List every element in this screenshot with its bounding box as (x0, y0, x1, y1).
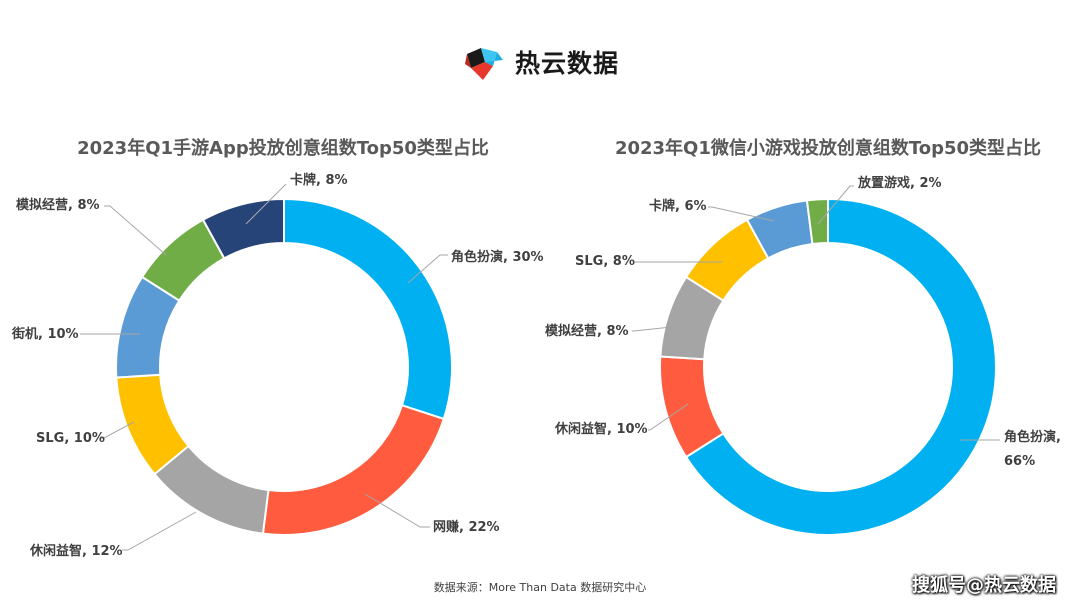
donut-slice-1 (684, 197, 997, 536)
slice-label-1: 角色扮演, (1004, 429, 1061, 445)
slice-label-4: SLG, 10% (36, 431, 105, 446)
chart-title-left: 2023年Q1手游App投放创意组数Top50类型占比 (77, 138, 489, 159)
leader-line-3 (632, 324, 691, 332)
slice-label-7: 卡牌, 8% (290, 172, 348, 188)
leader-line-6 (104, 205, 167, 256)
leader-line-5 (708, 206, 775, 222)
reyun-logo-icon (465, 48, 503, 80)
slice-label-6: 放置游戏, 2% (857, 175, 942, 191)
slice-label-3: 模拟经营, 8% (545, 323, 629, 339)
donut-slice-2 (261, 404, 446, 536)
slice-label-1: 66% (1004, 454, 1035, 469)
leader-line-6 (817, 185, 854, 225)
chart-title-right: 2023年Q1微信小游戏投放创意组数Top50类型占比 (614, 138, 1042, 159)
leader-line-4 (100, 421, 135, 439)
donut-chart-left: 角色扮演, 30% 网赚, 22% 休闲益智, 12% SLG, 10% 街机, 10%… (11, 172, 544, 559)
slice-label-5: 街机, 10% (11, 326, 79, 342)
donut-slice-6 (805, 197, 829, 246)
slice-label-2: 网赚, 22% (433, 519, 500, 535)
source-note: 数据来源：More Than Data 数据研究中心 (433, 581, 647, 594)
watermark: 搜狐号@热云数据 (912, 575, 1056, 596)
brand-name: 热云数据 (515, 49, 620, 78)
donut-slice-1 (283, 197, 453, 421)
leader-line-1 (407, 254, 448, 284)
slice-label-3: 休闲益智, 12% (29, 543, 123, 559)
slice-label-1: 角色扮演, 30% (451, 249, 544, 265)
slice-label-6: 模拟经营, 8% (16, 197, 100, 213)
donut-chart-right: 角色扮演, 66% 休闲益智, 10% 模拟经营, 8% SLG, 8% 卡牌, 6% 放置… (545, 175, 1061, 536)
brand-logo: 热云数据 (463, 40, 619, 84)
donut-slice-7 (201, 197, 285, 260)
slice-label-4: SLG, 8% (575, 254, 635, 269)
leader-line-2 (648, 403, 689, 431)
slice-label-5: 卡牌, 6% (649, 198, 707, 214)
leader-line-7 (245, 183, 287, 225)
leader-line-2 (364, 493, 430, 528)
leader-line-3 (122, 511, 197, 551)
slice-label-2: 休闲益智, 10% (554, 421, 648, 437)
